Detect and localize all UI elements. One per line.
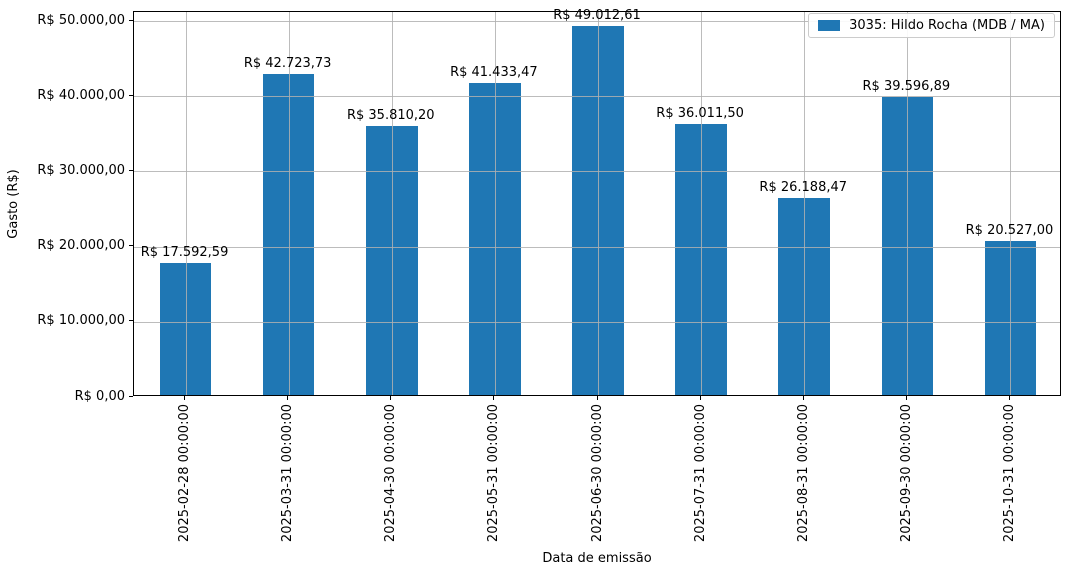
bar-2025-08-31 — [778, 198, 830, 395]
y-axis-label: Gasto (R$) — [6, 168, 21, 239]
y-tick-mark — [129, 395, 133, 397]
gridline-horizontal — [134, 246, 1060, 248]
grid-layer — [134, 12, 1060, 395]
y-tick-mark — [129, 19, 133, 21]
bar-value-label: R$ 42.723,73 — [243, 55, 332, 71]
x-tick-mark — [905, 396, 907, 400]
bar-2025-10-31 — [984, 240, 1037, 395]
x-tick-label: 2025-08-31 00:00:00 — [795, 404, 811, 543]
gridline-vertical — [701, 12, 703, 395]
x-tick-label: 2025-07-31 00:00:00 — [692, 404, 708, 543]
bar-value-label: R$ 49.012,61 — [553, 8, 641, 24]
x-tick-mark — [699, 396, 701, 400]
bar-value-label: R$ 35.810,20 — [346, 107, 435, 123]
x-tick-label: 2025-03-31 00:00:00 — [280, 404, 296, 543]
x-tick-mark — [596, 396, 598, 400]
bar-value-label: R$ 26.188,47 — [759, 180, 848, 196]
gridline-vertical — [288, 12, 290, 395]
gridline-horizontal — [134, 21, 1060, 23]
gridline-vertical — [1010, 12, 1012, 395]
bar-value-label: R$ 36.011,50 — [656, 106, 744, 122]
y-tick-mark — [129, 245, 133, 247]
gridline-vertical — [494, 12, 496, 395]
x-tick-label: 2025-02-28 00:00:00 — [177, 404, 193, 543]
x-tick-mark — [390, 396, 392, 400]
y-tick-mark — [129, 169, 133, 171]
x-tick-mark — [802, 396, 804, 400]
bars-layer — [134, 12, 1060, 395]
y-tick-label: R$ 0,00 — [74, 388, 125, 404]
bar-2025-02-28 — [159, 262, 212, 395]
bar-value-label: R$ 20.527,00 — [965, 222, 1054, 238]
bar-value-label: R$ 39.596,89 — [862, 79, 951, 95]
y-tick-mark — [129, 94, 133, 96]
x-tick-label: 2025-06-30 00:00:00 — [589, 404, 605, 543]
x-tick-mark — [493, 396, 495, 400]
x-tick-mark — [184, 396, 186, 400]
y-tick-label: R$ 30.000,00 — [37, 162, 125, 178]
bar-2025-06-30 — [572, 26, 624, 395]
bar-2025-07-31 — [675, 124, 727, 395]
y-tick-label: R$ 50.000,00 — [37, 12, 125, 28]
plot-area — [133, 11, 1061, 396]
x-tick-label: 2025-04-30 00:00:00 — [383, 404, 399, 543]
legend-series-label: 3035: Hildo Rocha (MDB / MA) — [849, 18, 1045, 33]
bar-value-label: R$ 17.592,59 — [140, 244, 229, 260]
legend: 3035: Hildo Rocha (MDB / MA) — [808, 13, 1055, 38]
gridline-horizontal — [134, 96, 1060, 98]
y-tick-label: R$ 40.000,00 — [37, 87, 125, 103]
y-tick-label: R$ 20.000,00 — [37, 238, 125, 254]
x-tick-label: 2025-09-30 00:00:00 — [898, 404, 914, 543]
x-tick-mark — [1008, 396, 1010, 400]
x-tick-label: 2025-05-31 00:00:00 — [486, 404, 502, 543]
x-tick-mark — [287, 396, 289, 400]
legend-color-swatch — [818, 20, 841, 31]
gridline-vertical — [907, 12, 909, 395]
gridline-horizontal — [134, 321, 1060, 323]
bar-2025-09-30 — [881, 97, 934, 395]
gridline-vertical — [185, 12, 187, 395]
gridline-vertical — [804, 12, 806, 395]
gridline-horizontal — [134, 171, 1060, 173]
x-axis-label: Data de emissão — [542, 551, 652, 566]
y-tick-label: R$ 10.000,00 — [37, 313, 125, 329]
x-tick-label: 2025-10-31 00:00:00 — [1001, 404, 1017, 543]
bar-2025-03-31 — [262, 73, 315, 395]
y-tick-mark — [129, 320, 133, 322]
bar-value-label: R$ 41.433,47 — [450, 65, 538, 81]
gridline-vertical — [391, 12, 393, 395]
gridline-vertical — [598, 12, 599, 395]
